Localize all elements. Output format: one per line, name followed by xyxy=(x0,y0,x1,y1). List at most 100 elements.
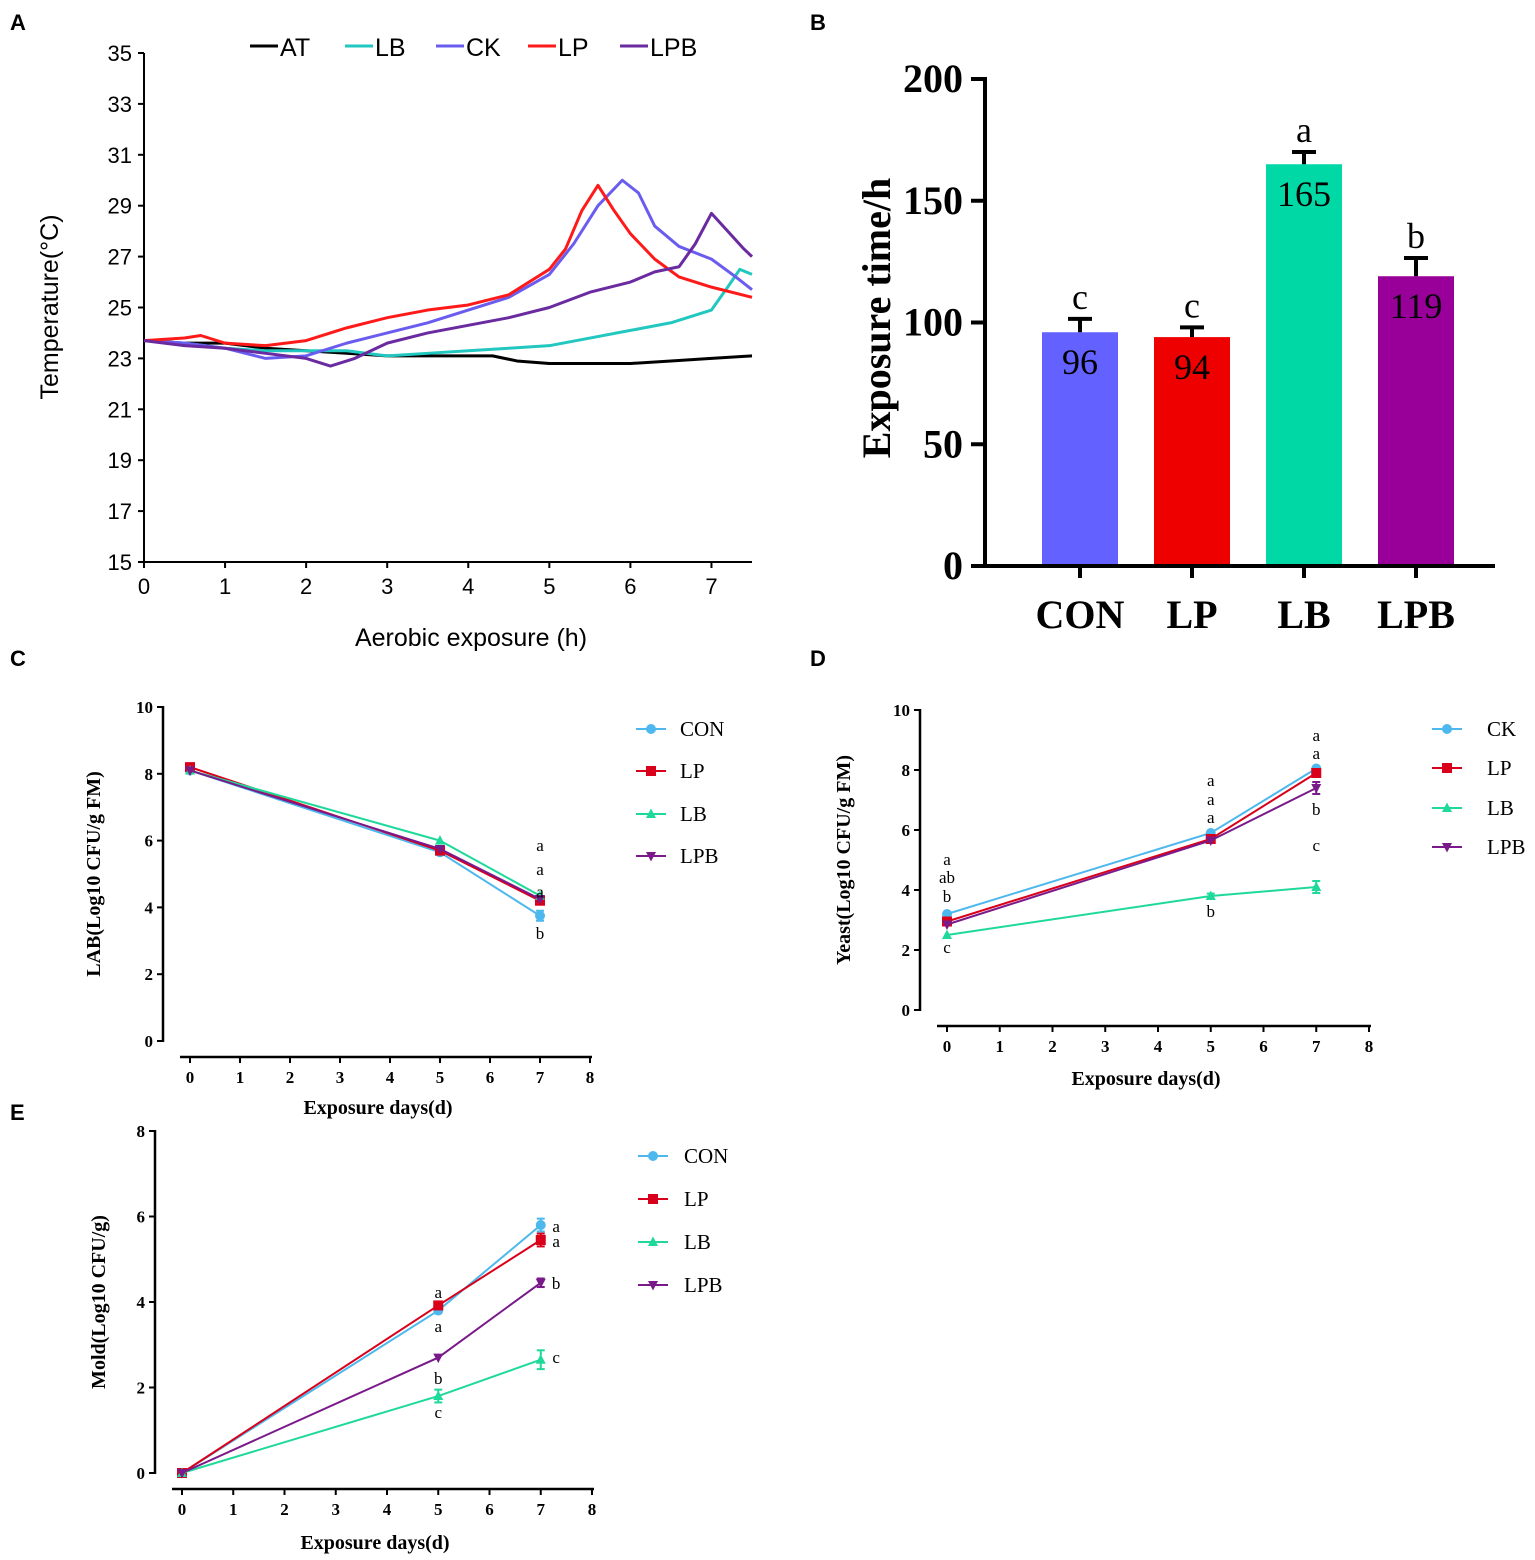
x-tick-label: 0 xyxy=(186,1068,195,1087)
panel-label-a: A xyxy=(10,10,26,35)
data-point-lpb xyxy=(535,1278,546,1289)
x-tick-label: 7 xyxy=(705,574,717,599)
legend-label-lpb: LPB xyxy=(1487,835,1526,859)
y-tick-label: 35 xyxy=(108,41,132,66)
x-tick-label: 5 xyxy=(434,1500,443,1519)
x-tick-label: 1 xyxy=(219,574,231,599)
y-tick-label: 0 xyxy=(145,1032,154,1051)
series-line-lp xyxy=(143,183,753,348)
significance-letter: c xyxy=(1312,836,1320,855)
bar-con xyxy=(1042,332,1118,566)
significance-letter: a xyxy=(1207,771,1215,790)
y-tick-label: 4 xyxy=(137,1293,146,1312)
y-axis-label: Exposure time/h xyxy=(854,178,899,458)
panel-c-lab-chart: 0 1 2 3 4 5 6 7 8 0 2 4 6 8 10 Exposure days(d) LAB(Log1… xyxy=(83,698,724,1119)
y-tick-label: 2 xyxy=(902,941,911,960)
bar-value-label: 165 xyxy=(1277,174,1331,214)
x-tick-label: 0 xyxy=(138,574,150,599)
x-tick-label: 7 xyxy=(1312,1037,1321,1056)
y-tick-label: 19 xyxy=(108,448,132,473)
legend-label-con: CON xyxy=(680,717,724,741)
legend-marker-lb xyxy=(1442,802,1452,812)
panel-label-b: B xyxy=(810,10,826,35)
data-point-lpb xyxy=(433,1353,444,1364)
y-tick-label: 4 xyxy=(145,898,154,917)
y-axis-label: Mold(Log10 CFU/g) xyxy=(88,1215,110,1389)
x-tick-label: 4 xyxy=(462,574,474,599)
x-tick-label: 2 xyxy=(300,574,312,599)
significance-letter: a xyxy=(943,850,951,869)
x-tick-label: 4 xyxy=(386,1068,395,1087)
data-point-lpb xyxy=(942,920,952,930)
y-tick-label: 100 xyxy=(903,300,963,345)
significance-letter: b xyxy=(1312,800,1321,819)
y-tick-label: 0 xyxy=(943,543,963,588)
x-tick-label: 4 xyxy=(1154,1037,1163,1056)
y-tick-label: 10 xyxy=(136,698,153,717)
significance-letter: c xyxy=(434,1403,442,1422)
panel-e-mold-chart: 0 1 2 3 4 5 6 7 8 0 2 4 6 8 Exposure days(d) Mold(Log10… xyxy=(88,1122,728,1554)
data-point-lb xyxy=(942,929,952,939)
x-tick-label: 5 xyxy=(543,574,555,599)
y-tick-label: 8 xyxy=(137,1122,146,1141)
bar-lpb xyxy=(1378,276,1454,566)
x-tick-label: 7 xyxy=(536,1068,545,1087)
y-tick-label: 17 xyxy=(108,499,132,524)
x-tick-label: 6 xyxy=(486,1068,495,1087)
y-tick-label: 0 xyxy=(902,1001,911,1020)
x-tick-label: 6 xyxy=(485,1500,494,1519)
x-tick-label: 8 xyxy=(588,1500,597,1519)
data-point-lp xyxy=(535,1235,546,1246)
bar-lb xyxy=(1266,164,1342,566)
y-tick-label: 31 xyxy=(108,143,132,168)
x-tick-label: 6 xyxy=(1259,1037,1268,1056)
panel-d-yeast-chart: 0 1 2 3 4 5 6 7 8 0 2 4 6 8 10 Exposure days(d) Yeast(Lo… xyxy=(833,701,1526,1090)
significance-letter: a xyxy=(552,1217,560,1236)
legend-marker-lpb xyxy=(646,852,656,862)
significance-letter: a xyxy=(434,1283,442,1302)
data-point-lpb xyxy=(177,1469,187,1479)
y-tick-label: 29 xyxy=(108,194,132,219)
y-tick-label: 21 xyxy=(108,397,132,422)
legend-marker-lp xyxy=(648,1194,658,1204)
series-line-con xyxy=(181,1224,542,1474)
significance-letter: b xyxy=(1407,216,1425,256)
series-line-lp xyxy=(181,1239,542,1474)
data-point-lb xyxy=(435,835,445,845)
legend-label-ck: CK xyxy=(466,34,501,62)
significance-letter: c xyxy=(1072,277,1088,317)
legend-marker-lp xyxy=(646,766,656,776)
series-line-lpb xyxy=(189,769,541,900)
y-tick-label: 10 xyxy=(893,701,910,720)
legend-marker-lpb xyxy=(1442,843,1452,853)
data-point-lpb xyxy=(1205,836,1216,846)
x-tick-label: 8 xyxy=(1365,1037,1374,1056)
x-tick-label: 2 xyxy=(286,1068,295,1087)
data-point-lb xyxy=(535,1354,546,1364)
x-tick-label: CON xyxy=(1036,592,1125,637)
legend-label-lp: LP xyxy=(1487,756,1512,780)
legend-marker-con xyxy=(648,1151,658,1161)
data-point-lb xyxy=(1205,890,1216,900)
x-tick-label: 1 xyxy=(996,1037,1005,1056)
y-tick-label: 200 xyxy=(903,56,963,101)
series-line-lb xyxy=(189,769,541,897)
significance-letter: a xyxy=(1207,808,1215,827)
legend-label-lp: LP xyxy=(558,34,589,62)
bar-value-label: 119 xyxy=(1390,286,1443,326)
x-tick-label: 4 xyxy=(383,1500,392,1519)
y-tick-label: 0 xyxy=(137,1464,146,1483)
series-line-ck xyxy=(143,178,753,360)
significance-letter: a xyxy=(434,1317,442,1336)
significance-letter: b xyxy=(536,924,545,943)
data-point-con xyxy=(535,910,545,921)
legend-label-lp: LP xyxy=(680,759,705,783)
panel-label-c: C xyxy=(10,646,26,671)
y-tick-label: 6 xyxy=(145,832,154,851)
y-tick-label: 15 xyxy=(108,550,132,575)
significance-letter: c xyxy=(552,1348,560,1367)
data-point-lp xyxy=(433,1300,444,1311)
legend-marker-lb xyxy=(648,1236,658,1246)
